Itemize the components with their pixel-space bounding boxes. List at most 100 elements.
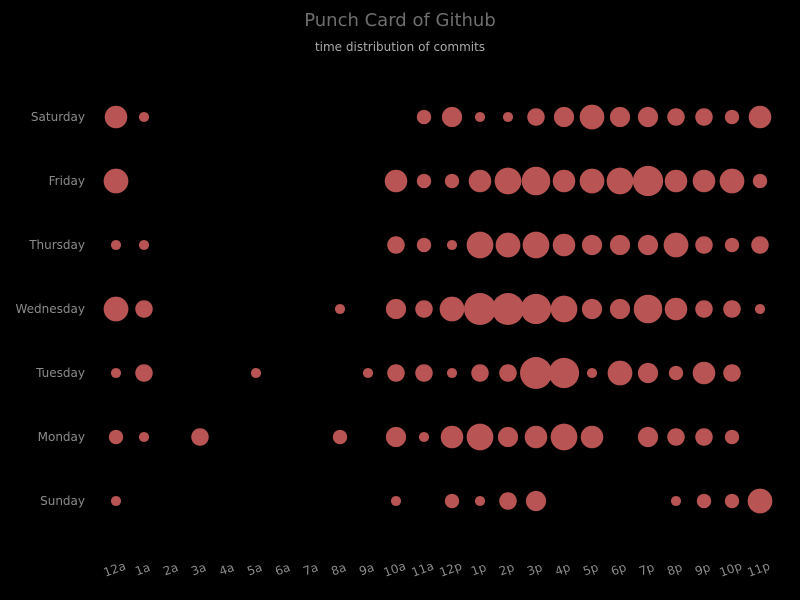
- punch-point: [474, 111, 486, 123]
- x-tick-label: 10a: [382, 559, 408, 580]
- x-tick-label: 12p: [437, 559, 463, 580]
- punch-point: [550, 423, 578, 451]
- y-tick-label: Wednesday: [16, 302, 85, 316]
- punch-point: [521, 166, 551, 196]
- y-tick-label: Thursday: [28, 238, 85, 252]
- punch-point: [664, 169, 688, 193]
- punch-point: [724, 493, 740, 509]
- punch-point: [135, 364, 153, 382]
- punch-point: [332, 429, 348, 445]
- punch-point: [471, 364, 489, 382]
- punch-point: [550, 295, 578, 323]
- punch-point: [667, 108, 685, 126]
- punch-point: [466, 231, 494, 259]
- punch-point: [520, 357, 552, 389]
- punch-point: [748, 105, 772, 129]
- punch-point: [416, 109, 432, 125]
- punch-point: [110, 367, 122, 379]
- punch-point: [637, 426, 659, 448]
- punch-point: [474, 495, 486, 507]
- x-tick-label: 6p: [609, 560, 628, 578]
- x-tick-label: 11a: [410, 559, 436, 580]
- punch-point: [384, 169, 408, 193]
- punch-point: [664, 297, 688, 321]
- punch-point: [581, 234, 603, 256]
- y-tick-label: Tuesday: [35, 366, 85, 380]
- punch-point: [747, 488, 773, 514]
- punch-point: [362, 367, 374, 379]
- punch-point: [499, 492, 517, 510]
- punch-point: [108, 429, 124, 445]
- punch-point: [522, 231, 550, 259]
- data-points: [103, 104, 773, 514]
- punch-point: [637, 106, 659, 128]
- punch-point: [497, 426, 519, 448]
- punch-point: [580, 425, 604, 449]
- punch-point: [520, 293, 552, 325]
- x-tick-label: 7p: [637, 560, 656, 578]
- punch-point: [696, 493, 712, 509]
- y-tick-label: Friday: [49, 174, 85, 188]
- x-tick-label: 8a: [329, 560, 348, 578]
- punch-point: [444, 493, 460, 509]
- punch-point: [468, 169, 492, 193]
- x-tick-label: 9p: [693, 560, 712, 578]
- punch-point: [525, 490, 547, 512]
- x-tick-label: 4a: [217, 560, 236, 578]
- x-tick-label: 5p: [581, 560, 600, 578]
- y-tick-label: Sunday: [40, 494, 85, 508]
- punch-point: [495, 232, 521, 258]
- punch-point: [499, 364, 517, 382]
- chart-title: Punch Card of Github: [304, 10, 496, 31]
- punch-point: [754, 303, 766, 315]
- x-tick-label: 1p: [469, 560, 488, 578]
- punch-point: [135, 300, 153, 318]
- punch-point: [553, 106, 575, 128]
- punch-point: [527, 108, 545, 126]
- punch-point: [416, 173, 432, 189]
- punch-point: [548, 357, 580, 389]
- x-tick-label: 2a: [161, 560, 180, 578]
- x-tick-label: 10p: [717, 559, 743, 580]
- punch-point: [416, 237, 432, 253]
- punch-point: [723, 364, 741, 382]
- punch-point: [724, 429, 740, 445]
- punch-point: [444, 173, 460, 189]
- punch-point: [390, 495, 402, 507]
- x-tick-label: 3a: [189, 560, 208, 578]
- punch-point: [695, 236, 713, 254]
- punch-point: [632, 165, 664, 197]
- x-axis-labels: 12a 1a 2a 3a 4a 5a 6a 7a 8a 9a 10a 11a 12p 1p 2p 3p 4p 5p…: [102, 559, 772, 580]
- chart-subtitle: time distribution of commits: [314, 40, 486, 54]
- punch-point: [670, 495, 682, 507]
- x-tick-label: 6a: [273, 560, 292, 578]
- punch-point: [418, 431, 430, 443]
- punch-point: [387, 364, 405, 382]
- punch-point: [334, 303, 346, 315]
- y-tick-label: Saturday: [31, 110, 85, 124]
- punch-point: [663, 232, 689, 258]
- y-tick-label: Monday: [38, 430, 85, 444]
- punch-point: [387, 236, 405, 254]
- punch-point: [695, 300, 713, 318]
- punch-point: [191, 428, 209, 446]
- x-tick-label: 1a: [133, 560, 152, 578]
- punch-point: [609, 298, 631, 320]
- punch-point: [441, 106, 463, 128]
- punch-point: [552, 169, 576, 193]
- punch-point: [633, 294, 663, 324]
- punch-point: [385, 298, 407, 320]
- punch-point: [586, 367, 598, 379]
- punch-point: [695, 428, 713, 446]
- punch-point: [637, 234, 659, 256]
- punch-point: [581, 298, 603, 320]
- punch-point: [524, 425, 548, 449]
- x-tick-label: 5a: [245, 560, 264, 578]
- punch-point: [724, 109, 740, 125]
- punch-point: [110, 495, 122, 507]
- punch-point: [103, 296, 129, 322]
- x-tick-label: 4p: [553, 560, 572, 578]
- punch-point: [724, 237, 740, 253]
- punch-point: [752, 173, 768, 189]
- x-tick-label: 3p: [525, 560, 544, 578]
